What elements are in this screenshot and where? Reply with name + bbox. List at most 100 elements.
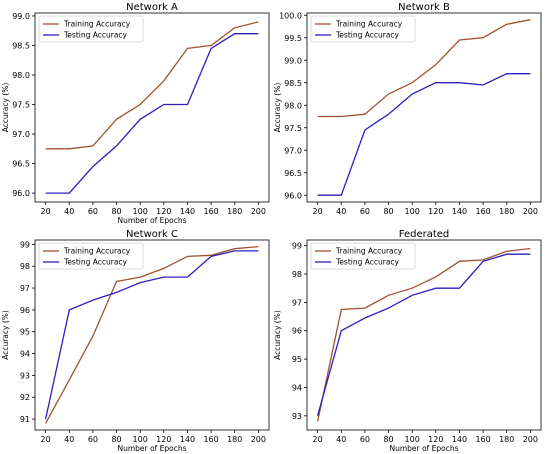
x-tick-label: 20 [41,435,51,444]
y-tick-label: 97.5 [12,101,30,110]
x-tick-label: 40 [336,435,346,444]
x-tick-label: 200 [251,435,266,444]
legend [38,242,144,270]
y-tick-label: 91 [20,415,30,424]
x-tick-label: 140 [180,435,195,444]
x-tick-label: 100 [405,207,420,216]
y-tick-label: 98.0 [284,101,302,110]
plot-frame [306,239,542,431]
chart-title: Network A [126,2,178,13]
y-tick-label: 98 [20,262,30,271]
y-tick-label: 96.5 [284,169,302,178]
x-tick-label: 200 [523,435,538,444]
y-tick-label: 96 [292,327,302,336]
x-tick-label: 200 [251,207,266,216]
y-axis-label: Accuracy (%) [1,310,10,360]
y-tick-label: 97 [20,284,30,293]
x-tick-label: 140 [180,207,195,216]
legend-label-training: Training Accuracy [63,20,131,29]
y-tick-label: 95 [20,328,30,337]
y-tick-label: 94 [292,383,302,392]
testing-accuracy-line [45,33,259,194]
y-tick-label: 99.5 [284,34,302,43]
y-tick-label: 98.5 [12,41,30,50]
chart-panel-2: Network B 20 40 60 80 100 120 140 160 180 200 96.0 9… [273,2,542,216]
legend-label-testing: Testing Accuracy [335,258,400,267]
chart-title: Network C [126,229,178,240]
y-tick-label: 96.5 [12,160,30,169]
x-tick-label: 60 [360,207,370,216]
y-tick-label: 98.0 [12,71,30,80]
legend-label-training: Training Accuracy [335,247,403,256]
x-tick-label: 160 [475,207,490,216]
x-tick-label: 200 [523,207,538,216]
y-tick-label: 97.0 [12,130,30,139]
legend-label-testing: Testing Accuracy [63,258,128,267]
x-tick-label: 20 [313,435,323,444]
x-axis-label: Number of Epochs [118,216,187,225]
y-axis-label: Accuracy (%) [273,310,282,360]
x-tick-label: 80 [111,435,121,444]
x-tick-label: 80 [383,435,393,444]
y-axis-label: Accuracy (%) [1,83,10,133]
y-tick-label: 98 [292,270,302,279]
training-accuracy-line [45,21,259,150]
legend-label-training: Training Accuracy [335,20,403,29]
y-tick-label: 99.0 [12,12,30,21]
x-tick-label: 160 [203,207,218,216]
plot-frame [306,12,542,203]
y-tick-label: 96.0 [284,191,302,200]
y-tick-label: 93 [292,412,302,421]
y-tick-label: 96.0 [12,189,30,198]
legend-label-training: Training Accuracy [63,247,131,256]
y-tick-label: 99 [292,242,302,251]
legend [310,15,416,43]
x-tick-label: 180 [499,435,514,444]
y-tick-label: 93 [20,371,30,380]
plot-frame [34,12,270,203]
legend [310,242,416,270]
testing-accuracy-line [317,73,531,196]
x-tick-label: 40 [64,207,74,216]
chart-panel-4: Federated 20 40 60 80 100 120 140 160 180 200 93 94 9… [273,229,542,453]
x-tick-label: 20 [313,207,323,216]
x-tick-label: 80 [383,207,393,216]
plot-frame [34,239,270,431]
testing-accuracy-line [44,250,259,420]
x-tick-label: 180 [227,435,242,444]
x-tick-label: 180 [499,207,514,216]
x-tick-label: 20 [41,207,51,216]
y-tick-label: 98.5 [284,79,302,88]
y-tick-label: 97 [292,298,302,307]
x-tick-label: 60 [88,207,98,216]
training-accuracy-line [316,247,531,422]
legend-label-testing: Testing Accuracy [335,31,400,40]
y-tick-label: 99 [20,240,30,249]
y-tick-label: 97.0 [284,146,302,155]
y-tick-label: 96 [20,306,30,315]
legend [38,15,144,43]
y-tick-label: 99.0 [284,56,302,65]
x-tick-label: 120 [156,207,171,216]
x-tick-label: 40 [336,207,346,216]
chart-title: Network B [398,2,450,13]
chart-panel-1: Network A 20 40 60 80 100 120 140 160 180 200 96.0 9… [1,2,270,225]
x-tick-label: 120 [428,207,443,216]
x-tick-label: 100 [133,207,148,216]
y-tick-label: 92 [20,393,30,402]
x-tick-label: 100 [405,435,420,444]
training-accuracy-line [45,245,259,424]
training-accuracy-line [317,19,531,118]
x-tick-label: 140 [452,435,467,444]
x-tick-label: 120 [156,435,171,444]
x-tick-label: 80 [111,207,121,216]
legend-label-testing: Testing Accuracy [63,31,128,40]
x-tick-label: 140 [452,207,467,216]
y-tick-label: 95 [292,355,302,364]
y-axis-label: Accuracy (%) [273,83,282,133]
x-tick-label: 120 [428,435,443,444]
y-tick-label: 97.5 [284,124,302,133]
x-tick-label: 180 [227,207,242,216]
